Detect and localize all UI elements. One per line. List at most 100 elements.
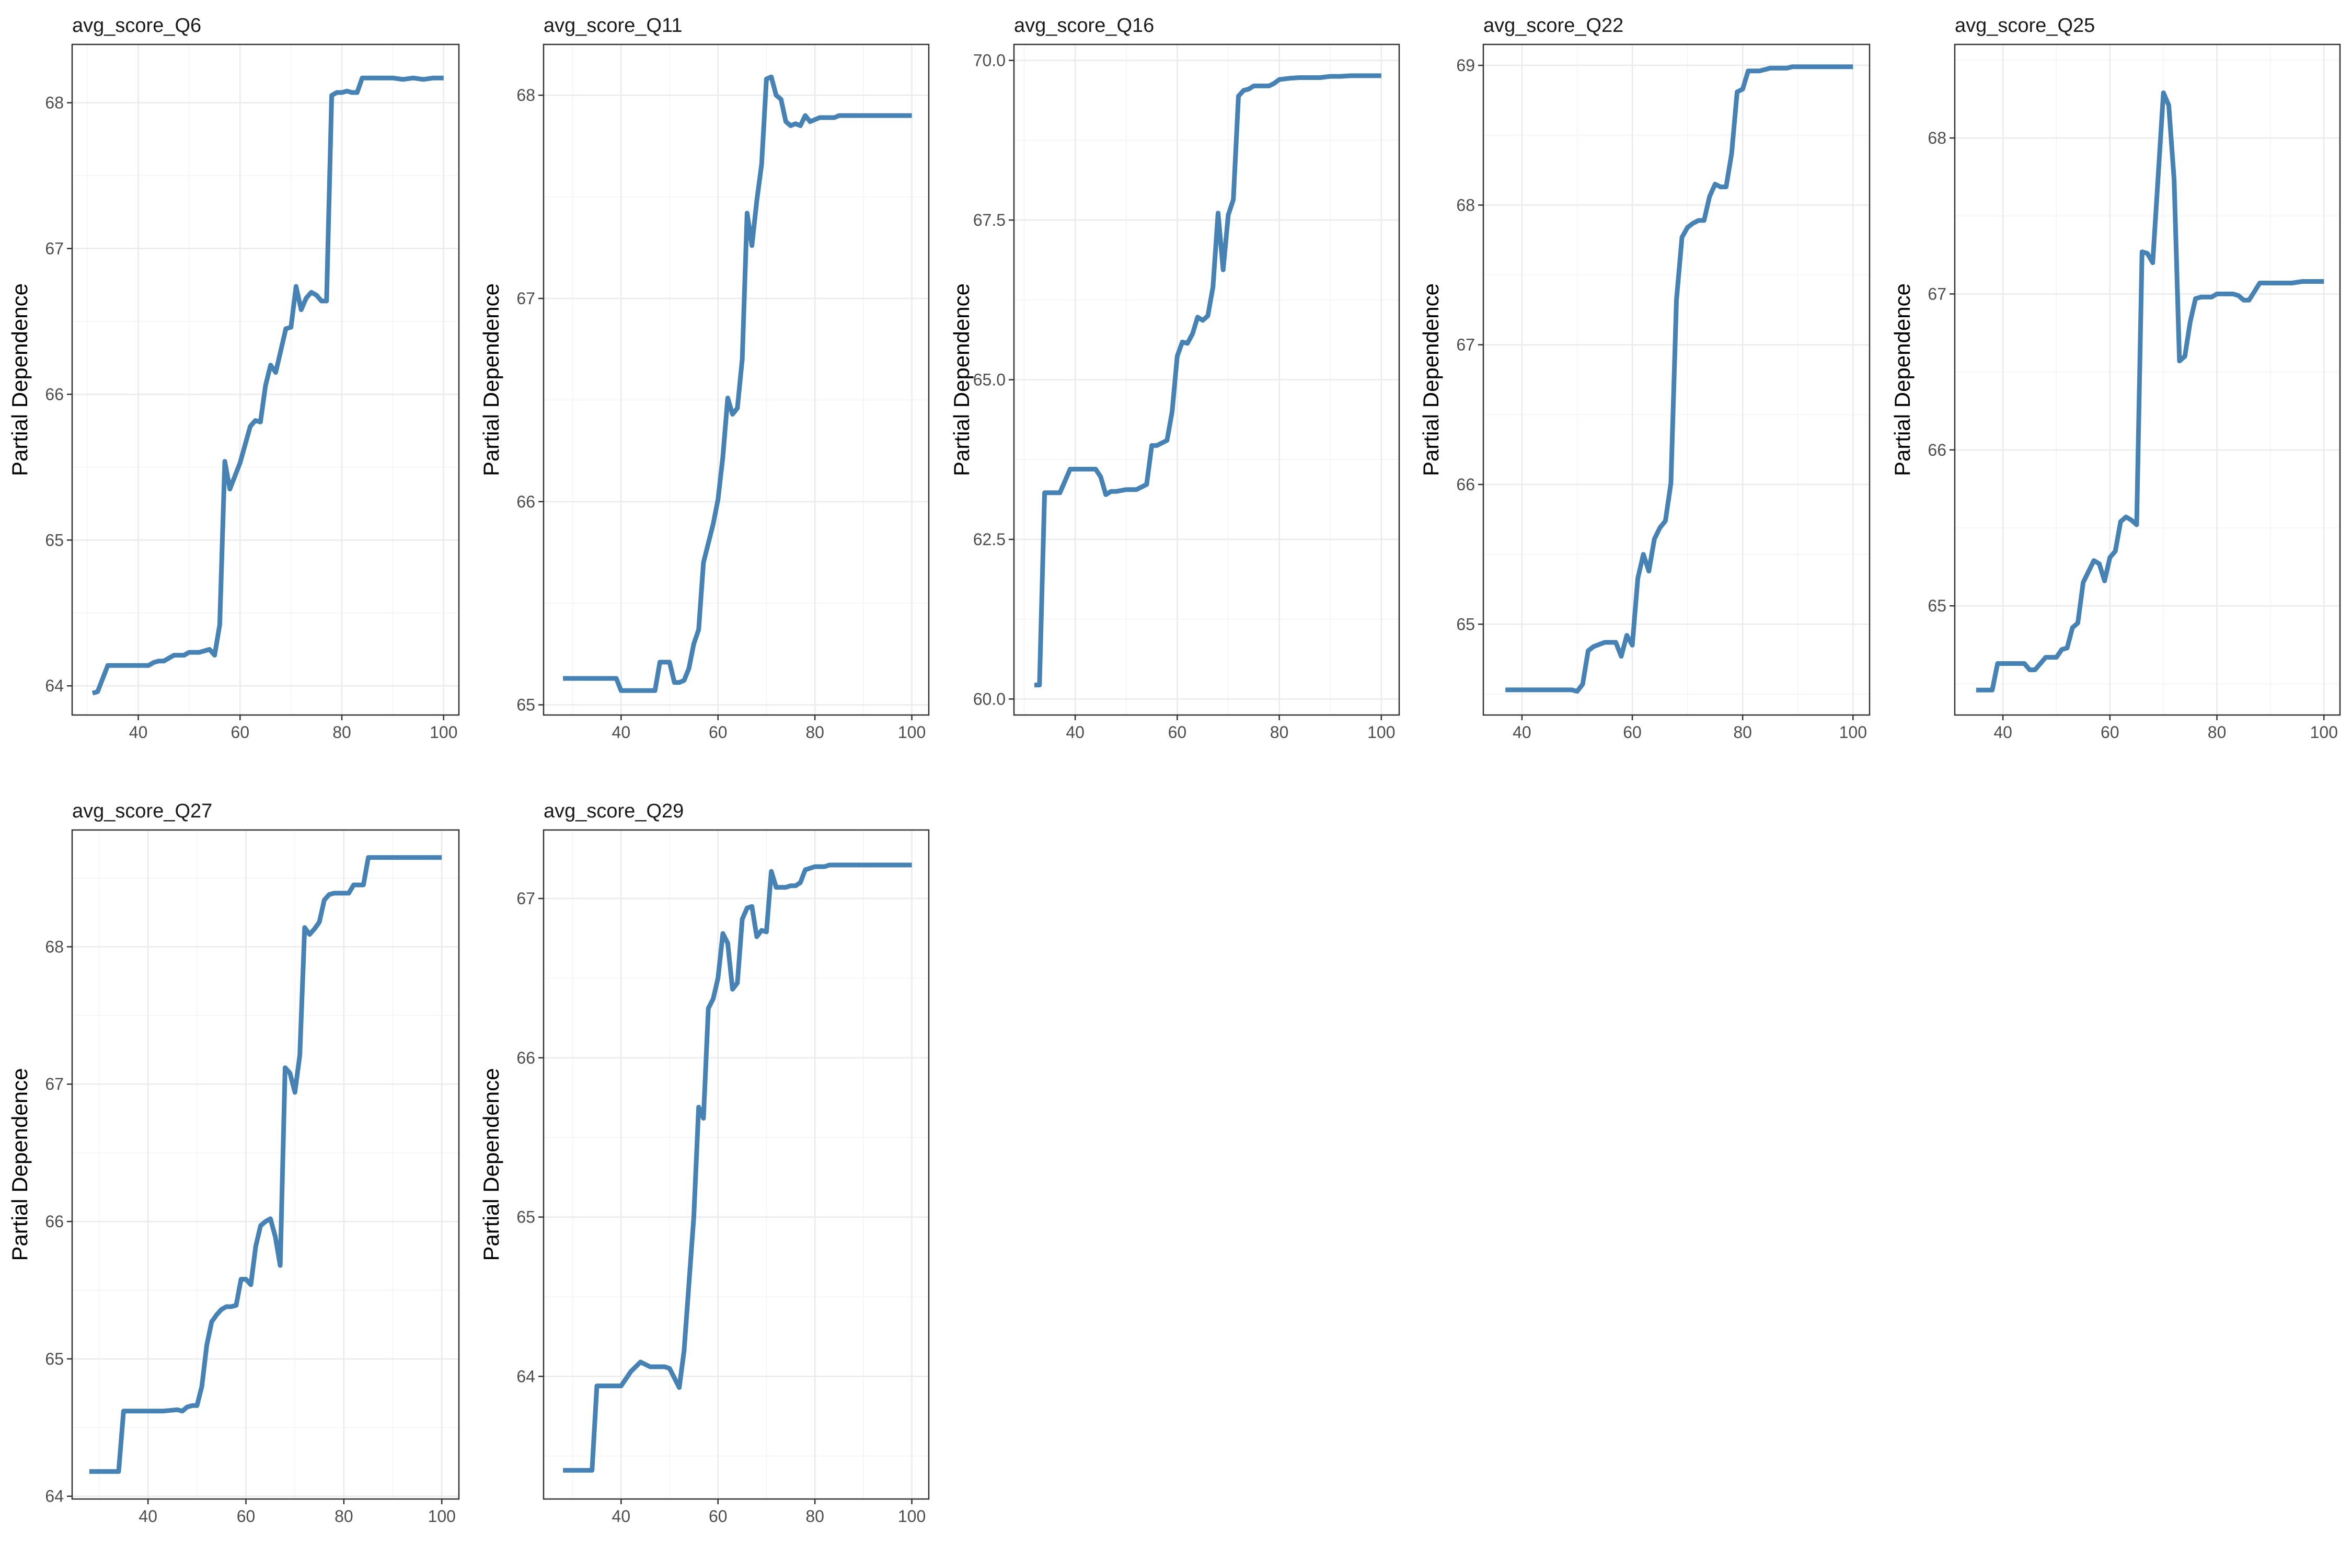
y-tick-label: 66	[516, 492, 535, 511]
y-tick-label: 70.0	[973, 51, 1006, 70]
panel-border	[1954, 43, 2341, 716]
y-tick-label: 65	[516, 696, 535, 714]
partial-dependence-line	[1976, 90, 2324, 693]
x-tick-label: 60	[1168, 723, 1187, 742]
x-tick-label: 60	[237, 1507, 256, 1526]
y-axis-title: Partial Dependence	[1419, 283, 1443, 476]
partial-dependence-line	[91, 75, 444, 696]
partial-dependence-line	[1505, 64, 1853, 694]
y-tick-label: 65	[45, 531, 64, 549]
y-axis-title: Partial Dependence	[7, 1068, 32, 1261]
panel-border	[71, 829, 460, 1500]
y-tick-label: 65	[1928, 596, 1946, 615]
y-tick-label: 67	[1456, 336, 1475, 354]
x-tick-label: 100	[898, 1507, 926, 1526]
x-tick-label: 80	[2208, 723, 2227, 742]
x-tick-label: 40	[612, 1507, 631, 1526]
partial-dependence-line	[1034, 73, 1381, 688]
x-tick-label: 80	[1270, 723, 1289, 742]
x-tick-label: 60	[709, 1507, 728, 1526]
y-tick-label: 68	[1456, 195, 1475, 214]
y-tick-label: 65	[45, 1350, 64, 1368]
panel-background	[1955, 44, 2340, 715]
x-tick-label: 40	[139, 1507, 157, 1526]
y-tick-label: 68	[45, 937, 64, 956]
y-axis-title: Partial Dependence	[1890, 283, 1915, 476]
y-tick-label: 68	[1928, 129, 1946, 147]
y-tick-label: 68	[516, 86, 535, 105]
y-tick-label: 67	[516, 289, 535, 308]
panel-title: avg_score_Q16	[1014, 15, 1154, 37]
panel-4: 40 60 80 100 65 66 67 68 69 avg_score_Q22 Partial …	[1419, 15, 1871, 742]
y-tick-label: 66	[1456, 475, 1475, 494]
y-tick-label: 67	[45, 1075, 64, 1093]
y-tick-label: 66	[1928, 441, 1946, 459]
x-tick-label: 80	[335, 1507, 353, 1526]
x-tick-label: 60	[2101, 723, 2119, 742]
x-tick-label: 100	[898, 723, 926, 742]
x-tick-label: 100	[1367, 723, 1395, 742]
y-tick-label: 65	[516, 1208, 535, 1227]
x-tick-label: 40	[129, 723, 148, 742]
panel-background	[1483, 44, 1870, 715]
panel-title: avg_score_Q29	[544, 800, 684, 822]
x-tick-label: 40	[1066, 723, 1085, 742]
panel-border	[543, 829, 930, 1500]
x-tick-label: 60	[231, 723, 250, 742]
panel-3: 40 60 80 100 60.0 62.5 65.0 67.5 70.0 avg_score_Q…	[949, 15, 1400, 742]
y-tick-label: 64	[516, 1367, 535, 1386]
panel-1: 40 60 80 100 64 65 66 67 68 avg_score_Q6 Partial D…	[7, 15, 460, 742]
panel-2: 40 60 80 100 65 66 67 68 avg_score_Q11 Partial De…	[479, 15, 930, 742]
x-tick-label: 100	[428, 1507, 456, 1526]
y-tick-label: 60.0	[973, 689, 1006, 708]
y-tick-label: 65.0	[973, 371, 1006, 389]
panel-7: 40 60 80 100 64 65 66 67 avg_score_Q29 Partial De…	[479, 800, 930, 1526]
x-tick-label: 40	[1513, 723, 1531, 742]
x-tick-label: 40	[1993, 723, 2012, 742]
facet-panels: 40 60 80 100 64 65 66 67 68 avg_score_Q6 Partial D…	[7, 15, 2341, 1526]
x-tick-label: 80	[805, 1507, 824, 1526]
y-tick-label: 66	[45, 1212, 64, 1231]
x-tick-label: 100	[1839, 723, 1867, 742]
y-tick-label: 64	[45, 1487, 64, 1506]
panel-title: avg_score_Q22	[1483, 15, 1623, 37]
y-tick-label: 67.5	[973, 211, 1006, 229]
y-tick-label: 67	[45, 239, 64, 258]
x-tick-label: 60	[1623, 723, 1642, 742]
x-tick-label: 100	[430, 723, 457, 742]
y-tick-label: 66	[45, 385, 64, 403]
y-tick-label: 67	[516, 889, 535, 908]
panel-title: avg_score_Q27	[72, 800, 212, 822]
panel-border	[71, 43, 460, 716]
panel-5: 40 60 80 100 65 66 67 68 avg_score_Q25 Partial De…	[1890, 15, 2341, 742]
panel-border	[543, 43, 930, 716]
panel-title: avg_score_Q11	[544, 15, 682, 37]
panel-border	[1482, 43, 1871, 716]
panel-background	[72, 830, 459, 1499]
y-axis-title: Partial Dependence	[479, 283, 503, 476]
x-tick-label: 80	[332, 723, 351, 742]
panel-background	[544, 44, 929, 715]
y-tick-label: 69	[1456, 56, 1475, 75]
partial-dependence-line	[563, 862, 912, 1473]
x-tick-label: 40	[612, 723, 631, 742]
y-tick-label: 66	[516, 1048, 535, 1067]
y-axis-title: Partial Dependence	[949, 283, 974, 476]
panel-title: avg_score_Q6	[72, 15, 201, 37]
y-tick-label: 64	[45, 676, 64, 695]
y-axis-title: Partial Dependence	[479, 1068, 503, 1261]
y-tick-label: 68	[45, 94, 64, 112]
y-tick-label: 65	[1456, 615, 1475, 633]
x-tick-label: 100	[2310, 723, 2338, 742]
x-tick-label: 80	[805, 723, 824, 742]
y-tick-label: 62.5	[973, 530, 1006, 549]
panel-6: 40 60 80 100 64 65 66 67 68 avg_score_Q27 Partial …	[7, 800, 460, 1526]
panel-title: avg_score_Q25	[1955, 15, 2095, 37]
panel-background	[544, 830, 929, 1499]
y-tick-label: 67	[1928, 284, 1946, 303]
y-axis-title: Partial Dependence	[7, 283, 32, 476]
x-tick-label: 60	[709, 723, 728, 742]
partial-dependence-line	[89, 855, 442, 1474]
partial-dependence-line	[563, 74, 912, 693]
